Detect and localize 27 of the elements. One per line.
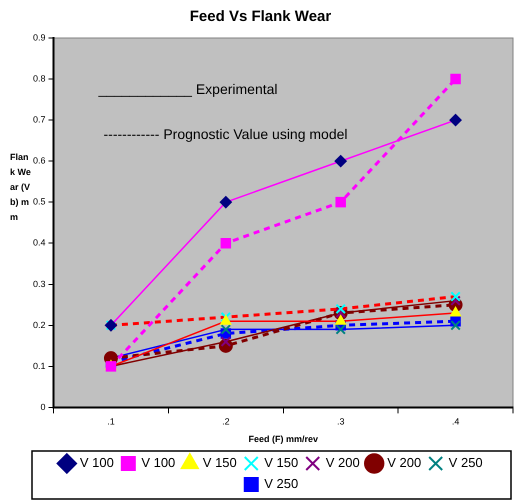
y-tick-label: 0.8: [32, 74, 46, 84]
chart-title: Feed Vs Flank Wear: [188, 8, 332, 25]
y-tick-label: 0.9: [32, 32, 46, 42]
y-tick-label: 0.6: [32, 156, 46, 166]
y-tick-label: 0.4: [32, 238, 46, 248]
legend-label: V 100: [141, 455, 176, 470]
x-tick-label: .3: [336, 416, 344, 426]
y-tick-label: 0.7: [32, 114, 46, 125]
annotation: ____________ Experimental: [98, 80, 278, 97]
legend-label: V 150: [202, 455, 237, 470]
legend-label: V 100: [80, 455, 114, 470]
legend-label: V 150: [264, 455, 298, 470]
y-tick-label: 0.3: [32, 278, 46, 289]
legend-label: V 200: [387, 455, 422, 470]
y-tick-label: 0.1: [32, 360, 46, 371]
x-tick-label: .2: [222, 416, 230, 426]
y-tick-label: 0.2: [32, 320, 46, 330]
legend-label: V 250: [448, 455, 483, 470]
legend-label: V 200: [326, 455, 360, 470]
y-tick-label: 0: [40, 402, 46, 412]
annotation: ------------ Prognostic Value using model: [104, 126, 348, 142]
legend-label: V 250: [264, 476, 298, 492]
x-axis-title: Feed (F) mm/rev: [248, 434, 318, 444]
x-tick-label: .4: [452, 416, 460, 426]
x-tick-label: .1: [107, 416, 115, 426]
y-tick-label: 0.5: [32, 196, 46, 207]
y-axis-title: Flank Wear (Vb) mm: [10, 151, 32, 224]
